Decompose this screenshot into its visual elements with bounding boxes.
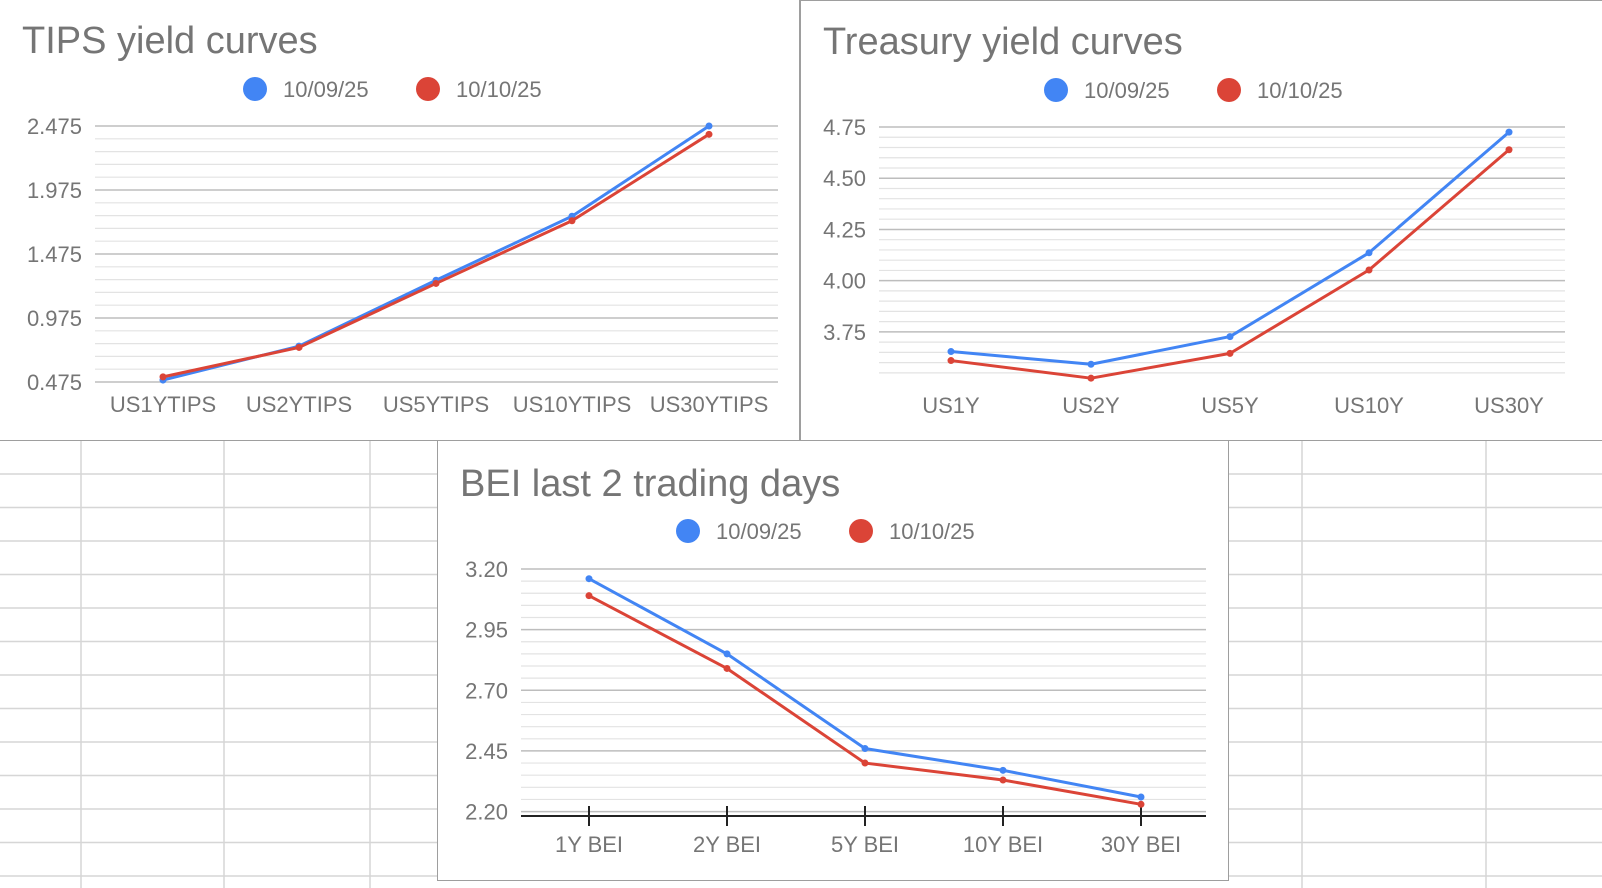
x-category-label: 30Y BEI: [1101, 832, 1181, 857]
legend-marker-1: [1217, 78, 1241, 102]
data-point-1-1: [1087, 374, 1095, 382]
y-tick-label: 2.475: [27, 114, 82, 139]
y-tick-label: 0.975: [27, 306, 82, 331]
legend-label-1: 10/10/25: [456, 77, 542, 102]
x-category-label: US2YTIPS: [246, 392, 352, 417]
data-point-1-3: [1365, 266, 1373, 274]
legend-marker-0: [676, 519, 700, 543]
bei-chart[interactable]: BEI last 2 trading days 10/09/25 10/10/25 2…: [437, 440, 1229, 881]
y-tick-label: 4.00: [823, 269, 866, 294]
data-point-0-0: [947, 348, 955, 356]
data-point-1-2: [861, 759, 869, 767]
y-tick-label: 0.475: [27, 370, 82, 395]
bei-chart-svg: BEI last 2 trading days 10/09/25 10/10/25 2…: [460, 463, 1206, 857]
legend-label-0: 10/09/25: [1084, 78, 1170, 103]
legend-label-0: 10/09/25: [283, 77, 369, 102]
data-point-1-0: [947, 357, 955, 365]
x-category-label: US5YTIPS: [383, 392, 489, 417]
x-category-label: 10Y BEI: [963, 832, 1043, 857]
series-line-1: [162, 133, 710, 379]
legend-marker-0: [1044, 78, 1068, 102]
data-point-1-1: [723, 664, 731, 672]
data-point-0-1: [1087, 360, 1095, 368]
series-line-0: [950, 130, 1510, 366]
y-tick-label: 4.50: [823, 166, 866, 191]
chart-title: BEI last 2 trading days: [460, 463, 840, 505]
legend-marker-0: [243, 77, 267, 101]
x-category-label: US10Y: [1334, 393, 1404, 418]
y-tick-label: 2.95: [465, 618, 508, 643]
y-tick-label: 3.20: [465, 557, 508, 582]
data-point-0-2: [861, 745, 869, 753]
data-point-0-4: [1505, 128, 1513, 136]
data-point-1-1: [295, 343, 303, 351]
y-tick-label: 4.25: [823, 217, 866, 242]
data-point-0-3: [999, 766, 1007, 774]
tips-chart-svg: TIPS yield curves 10/09/25 10/10/25 0.475 0.…: [22, 20, 778, 417]
data-point-1-4: [1505, 146, 1513, 154]
series-line-1: [588, 594, 1142, 806]
legend-label-1: 10/10/25: [1257, 78, 1343, 103]
series-line-1: [950, 148, 1510, 380]
data-point-1-0: [585, 592, 593, 600]
treasury-chart-svg: Treasury yield curves 10/09/25 10/10/25 3.7…: [823, 21, 1565, 418]
data-point-1-4: [705, 130, 713, 138]
y-tick-label: 4.75: [823, 115, 866, 140]
data-point-1-2: [1226, 349, 1234, 357]
x-category-label: US10YTIPS: [513, 392, 632, 417]
treasury-chart[interactable]: Treasury yield curves 10/09/25 10/10/25 3.7…: [800, 0, 1602, 441]
x-category-label: 2Y BEI: [693, 832, 761, 857]
x-category-label: US1YTIPS: [110, 392, 216, 417]
y-tick-label: 3.75: [823, 320, 866, 345]
x-category-label: US1Y: [922, 393, 980, 418]
legend-marker-1: [849, 519, 873, 543]
data-point-1-3: [568, 217, 576, 225]
data-point-1-3: [999, 776, 1007, 784]
y-tick-label: 2.20: [465, 800, 508, 825]
legend-label-0: 10/09/25: [716, 519, 802, 544]
tips-chart[interactable]: TIPS yield curves 10/09/25 10/10/25 0.475 0.…: [0, 0, 800, 441]
chart-title: Treasury yield curves: [823, 21, 1183, 63]
chart-title: TIPS yield curves: [22, 20, 318, 62]
x-category-label: US2Y: [1062, 393, 1120, 418]
data-point-0-1: [723, 650, 731, 658]
y-tick-label: 2.45: [465, 739, 508, 764]
data-point-1-0: [159, 373, 167, 381]
data-point-1-2: [432, 279, 440, 287]
x-category-label: US30YTIPS: [650, 392, 769, 417]
y-tick-label: 1.975: [27, 178, 82, 203]
data-point-0-0: [585, 575, 593, 583]
x-category-label: US5Y: [1201, 393, 1259, 418]
data-point-0-3: [1365, 249, 1373, 257]
y-tick-label: 2.70: [465, 678, 508, 703]
data-point-0-4: [1137, 793, 1145, 801]
legend-label-1: 10/10/25: [889, 519, 975, 544]
x-category-label: US30Y: [1474, 393, 1544, 418]
data-point-0-4: [705, 122, 713, 130]
data-point-0-2: [1226, 333, 1234, 341]
x-category-label: 5Y BEI: [831, 832, 899, 857]
y-tick-label: 1.475: [27, 242, 82, 267]
legend-marker-1: [416, 77, 440, 101]
x-category-label: 1Y BEI: [555, 832, 623, 857]
data-point-1-4: [1137, 800, 1145, 808]
